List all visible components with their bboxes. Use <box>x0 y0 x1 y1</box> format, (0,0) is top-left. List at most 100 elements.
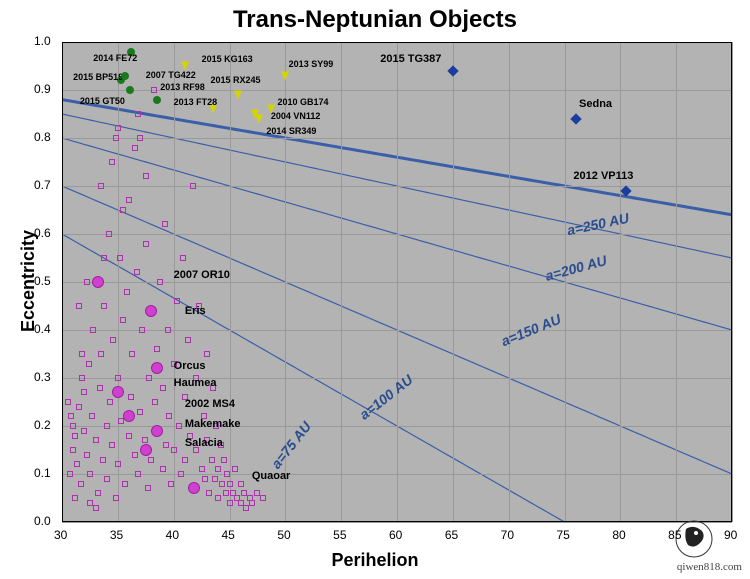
tno-point <box>135 111 141 117</box>
object-label: 2010 GB174 <box>278 97 329 107</box>
tno-point <box>232 466 238 472</box>
object-marker <box>181 62 189 71</box>
y-tick-label: 0.9 <box>34 82 51 96</box>
object-label: 2013 RF98 <box>160 82 205 92</box>
tno-point <box>209 457 215 463</box>
x-tick-label: 30 <box>54 528 67 542</box>
y-tick-label: 0.1 <box>34 466 51 480</box>
object-label: Orcus <box>174 360 206 372</box>
tno-point <box>249 500 255 506</box>
x-tick-label: 35 <box>110 528 123 542</box>
y-tick-label: 0.5 <box>34 274 51 288</box>
object-marker <box>140 444 152 456</box>
tno-point <box>132 145 138 151</box>
tno-point <box>182 457 188 463</box>
tno-point <box>84 279 90 285</box>
y-tick-label: 0.6 <box>34 226 51 240</box>
tno-point <box>190 183 196 189</box>
tno-point <box>115 461 121 467</box>
tno-point <box>145 485 151 491</box>
watermark-text: qiwen818.com <box>677 561 742 573</box>
tno-point <box>152 399 158 405</box>
x-tick-label: 80 <box>612 528 625 542</box>
tno-point <box>154 346 160 352</box>
tno-point <box>168 481 174 487</box>
tno-point <box>86 361 92 367</box>
tno-point <box>79 375 85 381</box>
tno-point <box>115 125 121 131</box>
object-label: 2014 SR349 <box>266 126 316 136</box>
x-tick-label: 65 <box>445 528 458 542</box>
tno-point <box>97 385 103 391</box>
grid-line <box>62 426 732 427</box>
grid-line <box>62 330 732 331</box>
object-label: Quaoar <box>252 470 291 482</box>
tno-point <box>110 337 116 343</box>
object-label: Eris <box>185 305 206 317</box>
x-tick-label: 85 <box>668 528 681 542</box>
tno-point <box>227 481 233 487</box>
tno-point <box>126 433 132 439</box>
x-tick-label: 70 <box>501 528 514 542</box>
tno-point <box>89 413 95 419</box>
tno-point <box>104 423 110 429</box>
tno-point <box>126 197 132 203</box>
y-tick-label: 0.7 <box>34 178 51 192</box>
tno-point <box>139 327 145 333</box>
tno-point <box>160 466 166 472</box>
tno-point <box>117 255 123 261</box>
curve-label: a=100 AU <box>356 372 415 423</box>
tno-point <box>223 490 229 496</box>
object-marker <box>234 90 242 99</box>
object-marker <box>188 482 200 494</box>
y-tick-label: 0.3 <box>34 370 51 384</box>
plot-area: a=75 AUa=100 AUa=150 AUa=200 AUa=250 AU2… <box>62 42 732 522</box>
tno-point <box>78 481 84 487</box>
tno-point <box>162 221 168 227</box>
chart-title: Trans-Neptunian Objects <box>0 6 750 34</box>
tno-point <box>72 495 78 501</box>
tno-point <box>101 255 107 261</box>
tno-point <box>129 351 135 357</box>
tno-point <box>219 481 225 487</box>
tno-point <box>76 303 82 309</box>
tno-point <box>79 351 85 357</box>
tno-point <box>76 404 82 410</box>
tno-point <box>124 289 130 295</box>
tno-point <box>68 413 74 419</box>
grid-line <box>62 234 732 235</box>
object-marker <box>570 113 581 124</box>
object-label: 2013 FT28 <box>174 97 218 107</box>
grid-line <box>62 138 732 139</box>
object-label: 2015 TG387 <box>380 53 441 65</box>
object-marker <box>121 72 129 80</box>
curve-label: a=200 AU <box>543 252 608 284</box>
tno-point <box>180 255 186 261</box>
tno-point <box>81 389 87 395</box>
tno-point <box>166 413 172 419</box>
x-tick-label: 55 <box>333 528 346 542</box>
grid-line <box>62 474 732 475</box>
object-marker <box>126 86 134 94</box>
tno-point <box>109 442 115 448</box>
tno-point <box>176 423 182 429</box>
object-marker <box>151 362 163 374</box>
tno-point <box>215 495 221 501</box>
x-tick-label: 75 <box>557 528 570 542</box>
tno-point <box>93 505 99 511</box>
tno-point <box>260 495 266 501</box>
tno-point <box>215 466 221 472</box>
x-tick-label: 50 <box>277 528 290 542</box>
tno-point <box>107 399 113 405</box>
tno-point <box>109 159 115 165</box>
tno-point <box>87 471 93 477</box>
tno-point <box>106 231 112 237</box>
tno-point <box>65 399 71 405</box>
y-tick-label: 1.0 <box>34 34 51 48</box>
tno-point <box>67 471 73 477</box>
tno-point <box>163 442 169 448</box>
tno-point <box>93 437 99 443</box>
x-tick-label: 90 <box>724 528 737 542</box>
object-label: Haumea <box>174 377 217 389</box>
tno-point <box>143 241 149 247</box>
